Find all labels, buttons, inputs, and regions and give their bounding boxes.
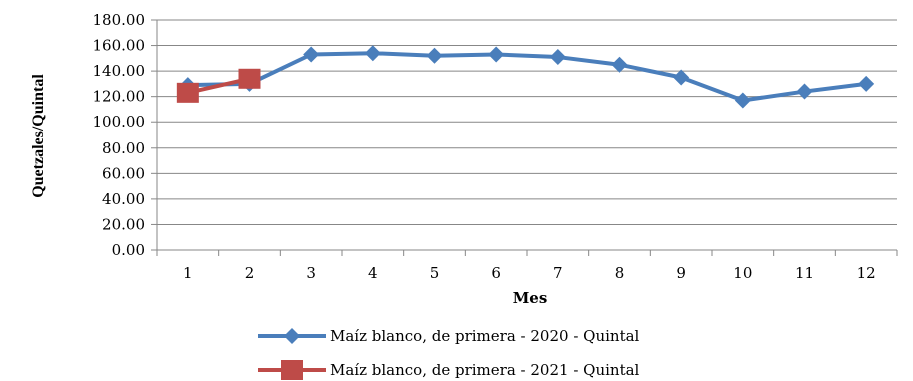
data-point [549,49,566,66]
y-tick-label: 100.00 [93,113,146,131]
y-tick-label: 60.00 [102,164,145,182]
data-point [426,47,443,64]
x-tick-label: 3 [306,264,316,282]
data-point [284,328,300,344]
x-tick-label: 12 [857,264,876,282]
legend-item-1: Maíz blanco, de primera - 2020 - Quintal [258,327,640,345]
x-tick-label: 8 [615,264,625,282]
gridlines [157,19,897,225]
y-tick-label: 0.00 [112,241,145,259]
y-tick-label: 180.00 [93,11,146,29]
data-point [488,46,505,63]
x-tick-label: 5 [430,264,440,282]
data-point [364,45,381,62]
y-axis-title: Quetzales/Quintal [30,74,47,198]
y-tick-label: 160.00 [93,37,146,55]
data-point [176,82,199,103]
data-point [796,83,813,100]
data-point [238,68,261,89]
legend: Maíz blanco, de primera - 2020 - Quintal… [258,327,640,380]
data-point [281,360,303,380]
x-tick-label: 2 [245,264,255,282]
data-point [611,56,628,73]
x-tick-label: 10 [733,264,752,282]
data-point [734,92,751,109]
series-line [187,51,867,103]
y-tick-label: 120.00 [93,88,146,106]
x-axis-title: Mes [513,289,548,307]
y-tick-label: 140.00 [93,62,146,80]
series-1 [179,45,875,109]
x-tick-label: 1 [183,264,193,282]
data-point [673,69,690,86]
x-tick-label: 9 [676,264,686,282]
x-tick-label: 4 [368,264,378,282]
legend-label: Maíz blanco, de primera - 2021 - Quintal [330,361,640,379]
x-tick-label: 7 [553,264,563,282]
y-tick-label: 20.00 [102,215,145,233]
data-point [303,46,320,63]
y-tick-label: 40.00 [102,190,145,208]
legend-item-2: Maíz blanco, de primera - 2021 - Quintal [258,360,640,380]
series-group [176,45,875,109]
x-tick-labels: 1 2 3 4 5 6 7 8 9 10 11 12 [183,264,876,282]
x-tick-label: 6 [491,264,501,282]
x-tick-label: 11 [795,264,814,282]
y-tick-labels: 0.00 20.00 40.00 60.00 80.00 100.00 120.00 140.… [93,11,146,259]
axes [151,19,898,256]
data-point [858,75,875,92]
series-2 [176,68,261,103]
y-tick-label: 80.00 [102,139,145,157]
legend-label: Maíz blanco, de primera - 2020 - Quintal [330,327,640,345]
